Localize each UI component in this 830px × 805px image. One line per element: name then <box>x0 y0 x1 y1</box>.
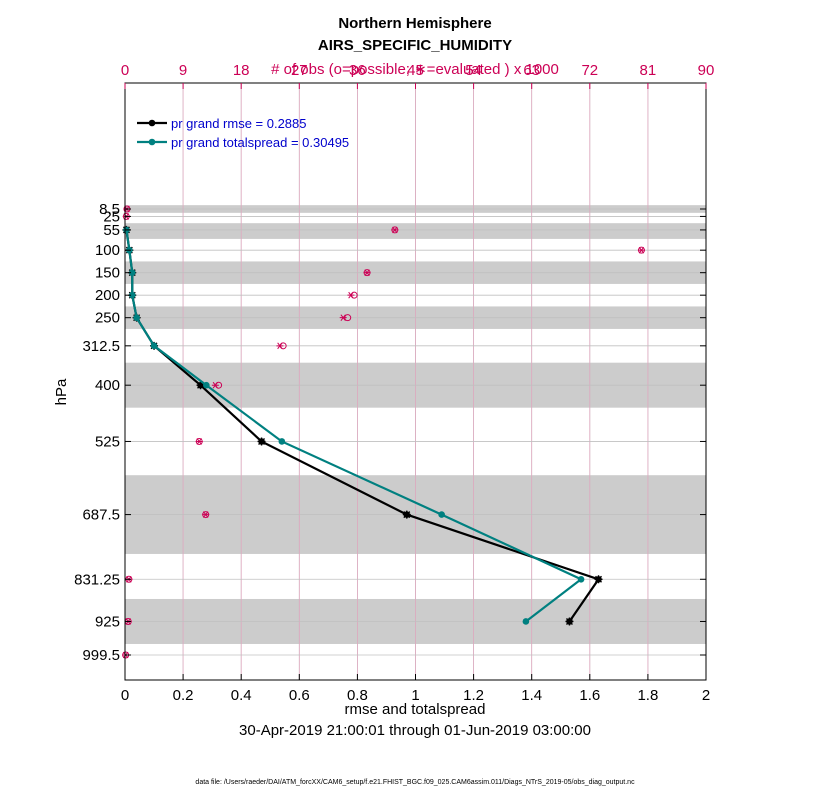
top-tick-label: 81 <box>640 62 657 79</box>
rmse-point <box>594 575 603 584</box>
y-axis-label: hPa <box>53 378 70 405</box>
y-tick-label: 400 <box>95 377 120 394</box>
x-tick-label: 0 <box>121 687 129 704</box>
obs-evaluated-marker <box>195 438 203 445</box>
series-line-rmse <box>125 229 601 623</box>
totalspread-point <box>522 618 530 625</box>
chart-subtitle: AIRS_SPECIFIC_HUMIDITY <box>318 37 512 54</box>
legend: pr grand rmse = 0.2885 pr grand totalspre… <box>137 116 349 150</box>
grid <box>125 83 706 680</box>
y-tick-label: 25 <box>103 208 120 225</box>
obs-evaluated-marker <box>347 291 355 299</box>
x-axis-label: rmse and totalspread <box>345 701 486 718</box>
top-tick-label: 72 <box>581 62 598 79</box>
chart-text: Northern Hemisphere AIRS_SPECIFIC_HUMIDI… <box>53 15 635 786</box>
rmse-point-star <box>402 510 411 519</box>
y-tick-label: 250 <box>95 310 120 327</box>
top-tick-label: 45 <box>407 62 424 79</box>
rmse-point-star <box>257 437 266 446</box>
obs-evaluated-marker <box>339 314 347 321</box>
y-tick-label: 8.5 <box>99 201 120 218</box>
obs-evaluated-marker <box>211 381 219 389</box>
top-tick-label: 63 <box>523 62 540 79</box>
x-tick-label: 0.6 <box>289 687 310 704</box>
y-tick-label: 100 <box>95 242 120 259</box>
obs-evaluated-marker <box>637 246 645 254</box>
top-axis-label: # of obs (o=possible; ∗=evaluated ) x 10… <box>271 61 559 78</box>
rmse-point <box>257 437 266 446</box>
x-tick-label: 1 <box>411 687 419 704</box>
obs-evaluated-marker <box>391 226 399 234</box>
top-tick-label: 9 <box>179 62 187 79</box>
series-lines <box>122 225 603 626</box>
y-tick-label: 525 <box>95 433 120 450</box>
y-tick-label: 831.25 <box>74 571 120 588</box>
x-tick-label: 0.4 <box>231 687 252 704</box>
obs-evaluated-marker <box>276 342 284 350</box>
totalspread-point <box>278 438 286 445</box>
y-tick-label: 312.5 <box>82 338 120 355</box>
totalspread-point <box>577 575 585 583</box>
x-tick-label: 1.2 <box>463 687 484 704</box>
date-range: 30-Apr-2019 21:00:01 through 01-Jun-2019… <box>239 722 591 739</box>
series-line-totalspread <box>125 229 584 623</box>
x-tick-label: 0.8 <box>347 687 368 704</box>
rmse-point <box>402 510 411 519</box>
rmse-point <box>565 617 574 626</box>
totalspread-point <box>128 269 136 276</box>
y-tick-label: 925 <box>95 613 120 630</box>
totalspread-point <box>203 381 210 389</box>
totalspread-point <box>133 314 140 321</box>
obs-evaluated-marker <box>202 511 210 518</box>
top-tick-label: 0 <box>121 62 129 79</box>
legend-marker-totalspread <box>148 138 156 146</box>
chart-title: Northern Hemisphere <box>338 15 491 32</box>
rmse-point-star <box>565 617 574 626</box>
y-tick-label: 55 <box>103 222 120 239</box>
x-tick-label: 0.2 <box>173 687 194 704</box>
top-tick-label: 18 <box>233 62 250 79</box>
totalspread-point <box>438 511 445 518</box>
x-tick-label: 2 <box>702 687 710 704</box>
rmse-point-star <box>196 381 205 390</box>
rmse-point <box>196 381 205 390</box>
totalspread-point <box>150 342 158 350</box>
y-tick-label: 999.5 <box>82 647 120 664</box>
x-tick-label: 1.4 <box>521 687 542 704</box>
x-tick-label: 1.6 <box>579 687 600 704</box>
top-tick-label: 36 <box>349 62 366 79</box>
y-tick-label: 200 <box>95 287 120 304</box>
rmse-point-star <box>594 575 603 584</box>
axes: 0 0.2 0.4 0.6 0.8 1 1.2 1.4 1.6 1.8 2 0 9 18 27 36 45 54 6… <box>74 62 714 704</box>
data-file-footer: data file: /Users/raeder/DAI/ATM_forcXX/… <box>195 779 635 786</box>
obs-evaluated-marker <box>363 269 371 276</box>
totalspread-point <box>128 291 136 299</box>
top-tick-label: 90 <box>698 62 715 79</box>
y-tick-label: 687.5 <box>82 507 120 524</box>
y-tick-label: 150 <box>95 265 120 282</box>
x-tick-label: 1.8 <box>637 687 658 704</box>
top-tick-label: 54 <box>465 62 482 79</box>
legend-label-rmse: pr grand rmse = 0.2885 <box>171 116 307 131</box>
top-tick-label: 27 <box>291 62 308 79</box>
legend-marker-rmse <box>148 119 156 127</box>
legend-label-totalspread: pr grand totalspread = 0.30495 <box>171 135 349 150</box>
